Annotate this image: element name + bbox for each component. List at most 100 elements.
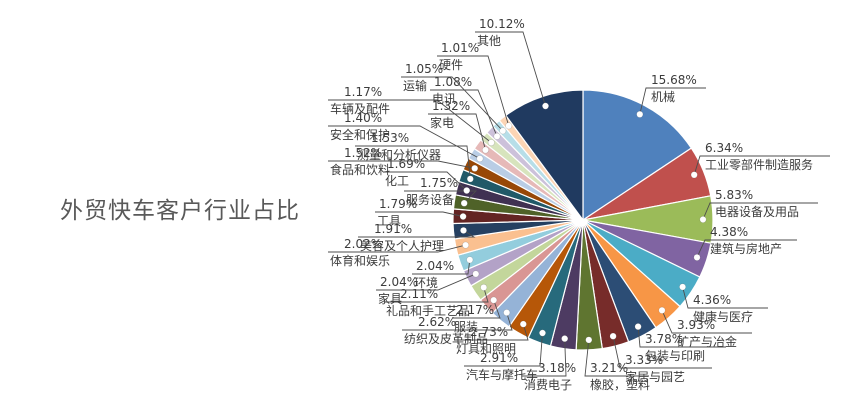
slice-percent-label: 3.21% <box>590 361 628 375</box>
slice-name-label: 礼品和手工艺品 <box>386 303 470 318</box>
slice-percent-label: 1.40% <box>344 111 382 125</box>
leader-line <box>376 273 476 291</box>
slice-name-label: 环境 <box>414 275 438 290</box>
leader-line <box>375 211 464 217</box>
leader-line <box>612 336 712 369</box>
leader-dot <box>466 256 474 264</box>
pie-slice[interactable] <box>582 89 692 221</box>
leader-dot <box>561 335 569 343</box>
leader-dot <box>481 146 489 154</box>
leader-line <box>661 310 752 334</box>
leader-dot <box>490 296 498 304</box>
leader-line <box>475 31 546 107</box>
leader-dot <box>538 329 546 337</box>
slice-percent-label: 2.11% <box>400 287 438 301</box>
leader-dot <box>459 213 467 221</box>
leader-line <box>454 323 529 341</box>
leader-line <box>584 339 649 377</box>
leader-line <box>693 155 830 175</box>
slice-name-label: 健康与医疗 <box>693 309 753 324</box>
slice-percent-label: 1.08% <box>434 75 472 89</box>
slice-name-label: 食品和饮料 <box>330 162 390 177</box>
slice-percent-label: 2.02% <box>344 237 382 251</box>
slice-name-label: 硬件 <box>439 58 463 72</box>
leader-dot <box>519 320 527 328</box>
slice-name-label: 安全和保护 <box>330 127 390 142</box>
leader-dot <box>609 332 617 340</box>
slice-name-label: 工业零部件制造服务 <box>705 157 813 172</box>
leader-dot <box>699 216 707 224</box>
leader-line <box>696 239 797 258</box>
slice-name-label: 运输 <box>403 78 427 93</box>
slice-percent-label: 10.12% <box>479 17 525 31</box>
leader-line <box>430 89 498 137</box>
slice-percent-label: 4.38% <box>710 225 748 239</box>
leader-line <box>702 202 818 220</box>
slice-percent-label: 4.36% <box>693 293 731 307</box>
slice-percent-label: 15.68% <box>651 73 697 87</box>
slice-name-label: 服装 <box>454 320 478 334</box>
leader-dot <box>460 199 468 207</box>
leader-line <box>412 259 471 275</box>
slice-name-label: 汽车与摩托车 <box>466 367 538 382</box>
leader-dot <box>487 139 495 147</box>
leader-line <box>328 99 492 143</box>
slice-percent-label: 1.01% <box>441 41 479 55</box>
slice-percent-label: 2.04% <box>380 275 418 289</box>
leader-dot <box>585 336 593 344</box>
leader-line <box>358 230 476 238</box>
slice-percent-label: 1.05% <box>405 62 443 76</box>
leader-line <box>384 287 489 303</box>
slice-name-label: 机械 <box>651 89 675 104</box>
slice-name-label: 矿产与冶金 <box>677 334 737 349</box>
leader-line <box>404 190 478 204</box>
slice-percent-label: 2.91% <box>480 351 518 365</box>
leader-dot <box>499 127 507 135</box>
slice-percent-label: 3.18% <box>538 361 576 375</box>
slice-percent-label: 3.78% <box>645 332 683 346</box>
leader-line <box>428 113 486 151</box>
slice-percent-label: 1.69% <box>387 157 425 171</box>
slice-percent-label: 1.32% <box>432 99 470 113</box>
leader-dot <box>693 253 701 261</box>
leader-dot <box>505 122 513 130</box>
leader-line <box>639 87 706 115</box>
slice-percent-label: 2.04% <box>416 259 454 273</box>
leader-dot <box>472 270 480 278</box>
slice-name-label: 工具 <box>377 214 401 228</box>
leader-dot <box>493 132 501 140</box>
leader-dot <box>463 187 471 195</box>
slice-name-label: 服务设备 <box>406 192 454 207</box>
slice-percent-label: 2.17% <box>456 303 494 317</box>
slice-percent-label: 1.53% <box>371 131 409 145</box>
leader-dot <box>462 241 470 249</box>
slice-name-label: 家电 <box>430 115 454 130</box>
slice-percent-label: 6.34% <box>705 141 743 155</box>
slice-percent-label: 3.33% <box>625 353 663 367</box>
slice-name-label: 电讯 <box>432 92 456 106</box>
leader-dot <box>466 175 474 183</box>
leader-line <box>637 326 726 348</box>
slice-name-label: 消费电子 <box>524 378 572 392</box>
slice-name-label: 包装与印刷 <box>645 349 705 363</box>
leader-dot <box>476 155 484 163</box>
chart-title: 外贸快车客户行业占比 <box>60 198 300 224</box>
slice-name-label: 美容及个人护理 <box>360 238 444 253</box>
slice-name-label: 橡胶，塑料 <box>590 377 650 392</box>
leader-line <box>522 338 567 377</box>
leader-dot <box>480 283 488 291</box>
slice-percent-label: 1.79% <box>379 197 417 211</box>
slice-name-label: 化工 <box>385 174 409 188</box>
leader-line <box>402 312 513 331</box>
slice-name-label: 其他 <box>477 34 501 48</box>
slice-percent-label: 5.83% <box>715 188 753 202</box>
leader-dot <box>679 283 687 291</box>
slice-name-label: 家具 <box>378 291 402 306</box>
leader-dot <box>541 102 549 110</box>
slice-name-label: 建筑与房地产 <box>710 241 782 256</box>
leader-line <box>401 76 504 132</box>
leader-dot <box>690 171 698 179</box>
slice-percent-label: 1.91% <box>374 222 412 236</box>
slice-name-label: 纺织及皮革制品 <box>404 332 488 346</box>
